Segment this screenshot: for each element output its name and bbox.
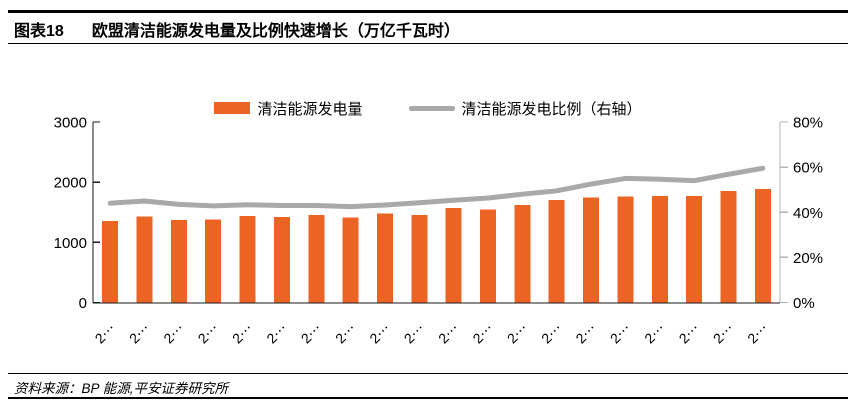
x-tick-label: 2⋯ <box>401 320 428 347</box>
bar <box>136 216 153 303</box>
chart-legend: 清洁能源发电量 清洁能源发电比例（右轴） <box>0 98 856 118</box>
header-top-rule <box>8 10 848 13</box>
left-axis-tick-label: 3000 <box>54 115 87 132</box>
bar <box>239 215 256 303</box>
bar <box>651 196 668 303</box>
bar <box>686 196 703 303</box>
bar <box>514 205 531 303</box>
x-tick-label: 2⋯ <box>92 320 119 347</box>
x-tick-label: 2⋯ <box>435 320 462 347</box>
line-series-swatch <box>408 105 455 111</box>
right-axis-tick-label: 40% <box>793 205 823 222</box>
bar <box>273 216 290 303</box>
bar <box>308 214 325 303</box>
figure-number-label: 图表18 <box>14 23 64 40</box>
x-tick-label: 2⋯ <box>195 320 222 347</box>
bar <box>548 200 565 303</box>
bar <box>411 214 428 303</box>
x-tick-label: 2⋯ <box>160 320 187 347</box>
bar <box>480 209 497 303</box>
bar <box>720 190 737 303</box>
left-axis-tick-label: 0 <box>79 295 87 312</box>
bar-series-swatch <box>214 102 251 114</box>
x-tick-label: 2⋯ <box>366 320 393 347</box>
right-axis-tick-label: 80% <box>793 115 823 132</box>
x-tick-label: 2⋯ <box>263 320 290 347</box>
figure-title-row: 图表18 欧盟清洁能源发电量及比例快速增长（万亿千瓦时） <box>14 17 842 41</box>
legend-label-generation: 清洁能源发电量 <box>257 100 363 118</box>
bar <box>445 208 462 303</box>
x-tick-label: 2⋯ <box>332 320 359 347</box>
header-under-title-rule <box>8 43 848 44</box>
right-axis-tick-label: 20% <box>793 250 823 267</box>
x-tick-label: 2⋯ <box>469 320 496 347</box>
proportion-line <box>107 165 766 210</box>
figure-title: 欧盟清洁能源发电量及比例快速增长（万亿千瓦时） <box>91 23 460 40</box>
bar <box>342 217 359 303</box>
x-tick-label: 2⋯ <box>229 320 256 347</box>
right-axis-tick-label: 60% <box>793 160 823 177</box>
legend-item-proportion: 清洁能源发电比例（右轴） <box>408 98 642 119</box>
bar <box>205 219 222 303</box>
left-axis-tick-label: 2000 <box>54 175 87 192</box>
x-tick-label: 2⋯ <box>607 320 634 347</box>
legend-item-generation: 清洁能源发电量 <box>214 98 363 119</box>
footer-top-rule <box>8 373 848 374</box>
x-tick-label: 2⋯ <box>641 320 668 347</box>
x-tick-label: 2⋯ <box>126 320 153 347</box>
left-axis-tick-label: 1000 <box>54 235 87 252</box>
bar <box>754 188 771 303</box>
bar <box>170 219 187 303</box>
right-axis-tick-label: 0% <box>793 295 815 312</box>
source-note: 资料来源：BP 能源,平安证券研究所 <box>14 381 229 396</box>
footer-bottom-rule <box>8 397 848 399</box>
x-tick-label: 2⋯ <box>538 320 565 347</box>
x-tick-label: 2⋯ <box>710 320 737 347</box>
x-tick-label: 2⋯ <box>504 320 531 347</box>
x-tick-label: 2⋯ <box>298 320 325 347</box>
legend-label-proportion: 清洁能源发电比例（右轴） <box>461 100 642 118</box>
bar <box>617 196 634 303</box>
x-tick-label: 2⋯ <box>572 320 599 347</box>
bar <box>583 197 600 303</box>
bar <box>376 213 393 303</box>
bar <box>102 220 119 303</box>
x-tick-label: 2⋯ <box>744 320 771 347</box>
x-tick-label: 2⋯ <box>676 320 703 347</box>
